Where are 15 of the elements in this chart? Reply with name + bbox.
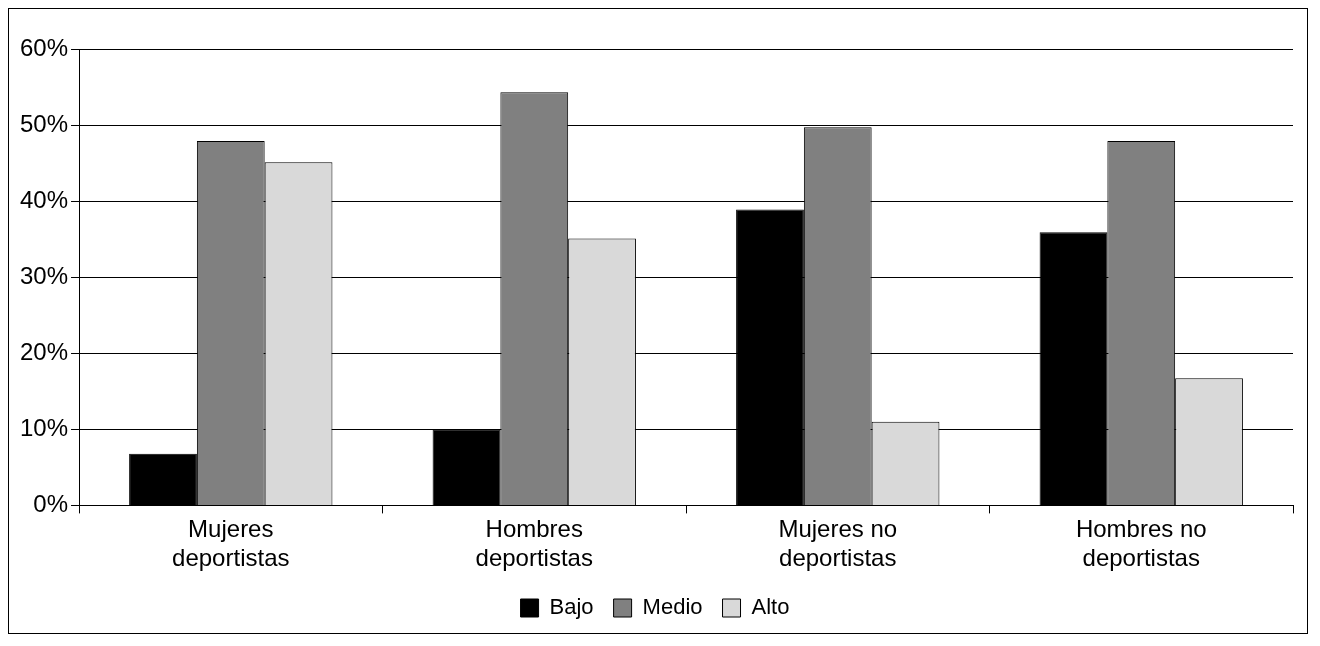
y-tick-label: 10% (19, 413, 69, 441)
x-tick-label: Hombres deportistas (475, 515, 593, 572)
x-tick-label: Mujeres deportistas (172, 515, 290, 572)
x-tick-label: Mujeres no deportistas (778, 515, 898, 572)
legend-label: Medio (642, 594, 703, 620)
y-tick-label: 50% (19, 109, 69, 137)
x-tick-label: Hombres no deportistas (1075, 515, 1207, 572)
y-tick-label: 30% (19, 261, 69, 289)
y-tick-label: 40% (19, 185, 69, 213)
y-tick-label: 60% (19, 33, 69, 61)
legend-label: Alto (751, 594, 790, 620)
bar (432, 429, 501, 505)
legend-label: Bajo (549, 594, 594, 620)
y-tick-label: 20% (19, 337, 69, 365)
y-tick-label: 0% (33, 490, 69, 518)
